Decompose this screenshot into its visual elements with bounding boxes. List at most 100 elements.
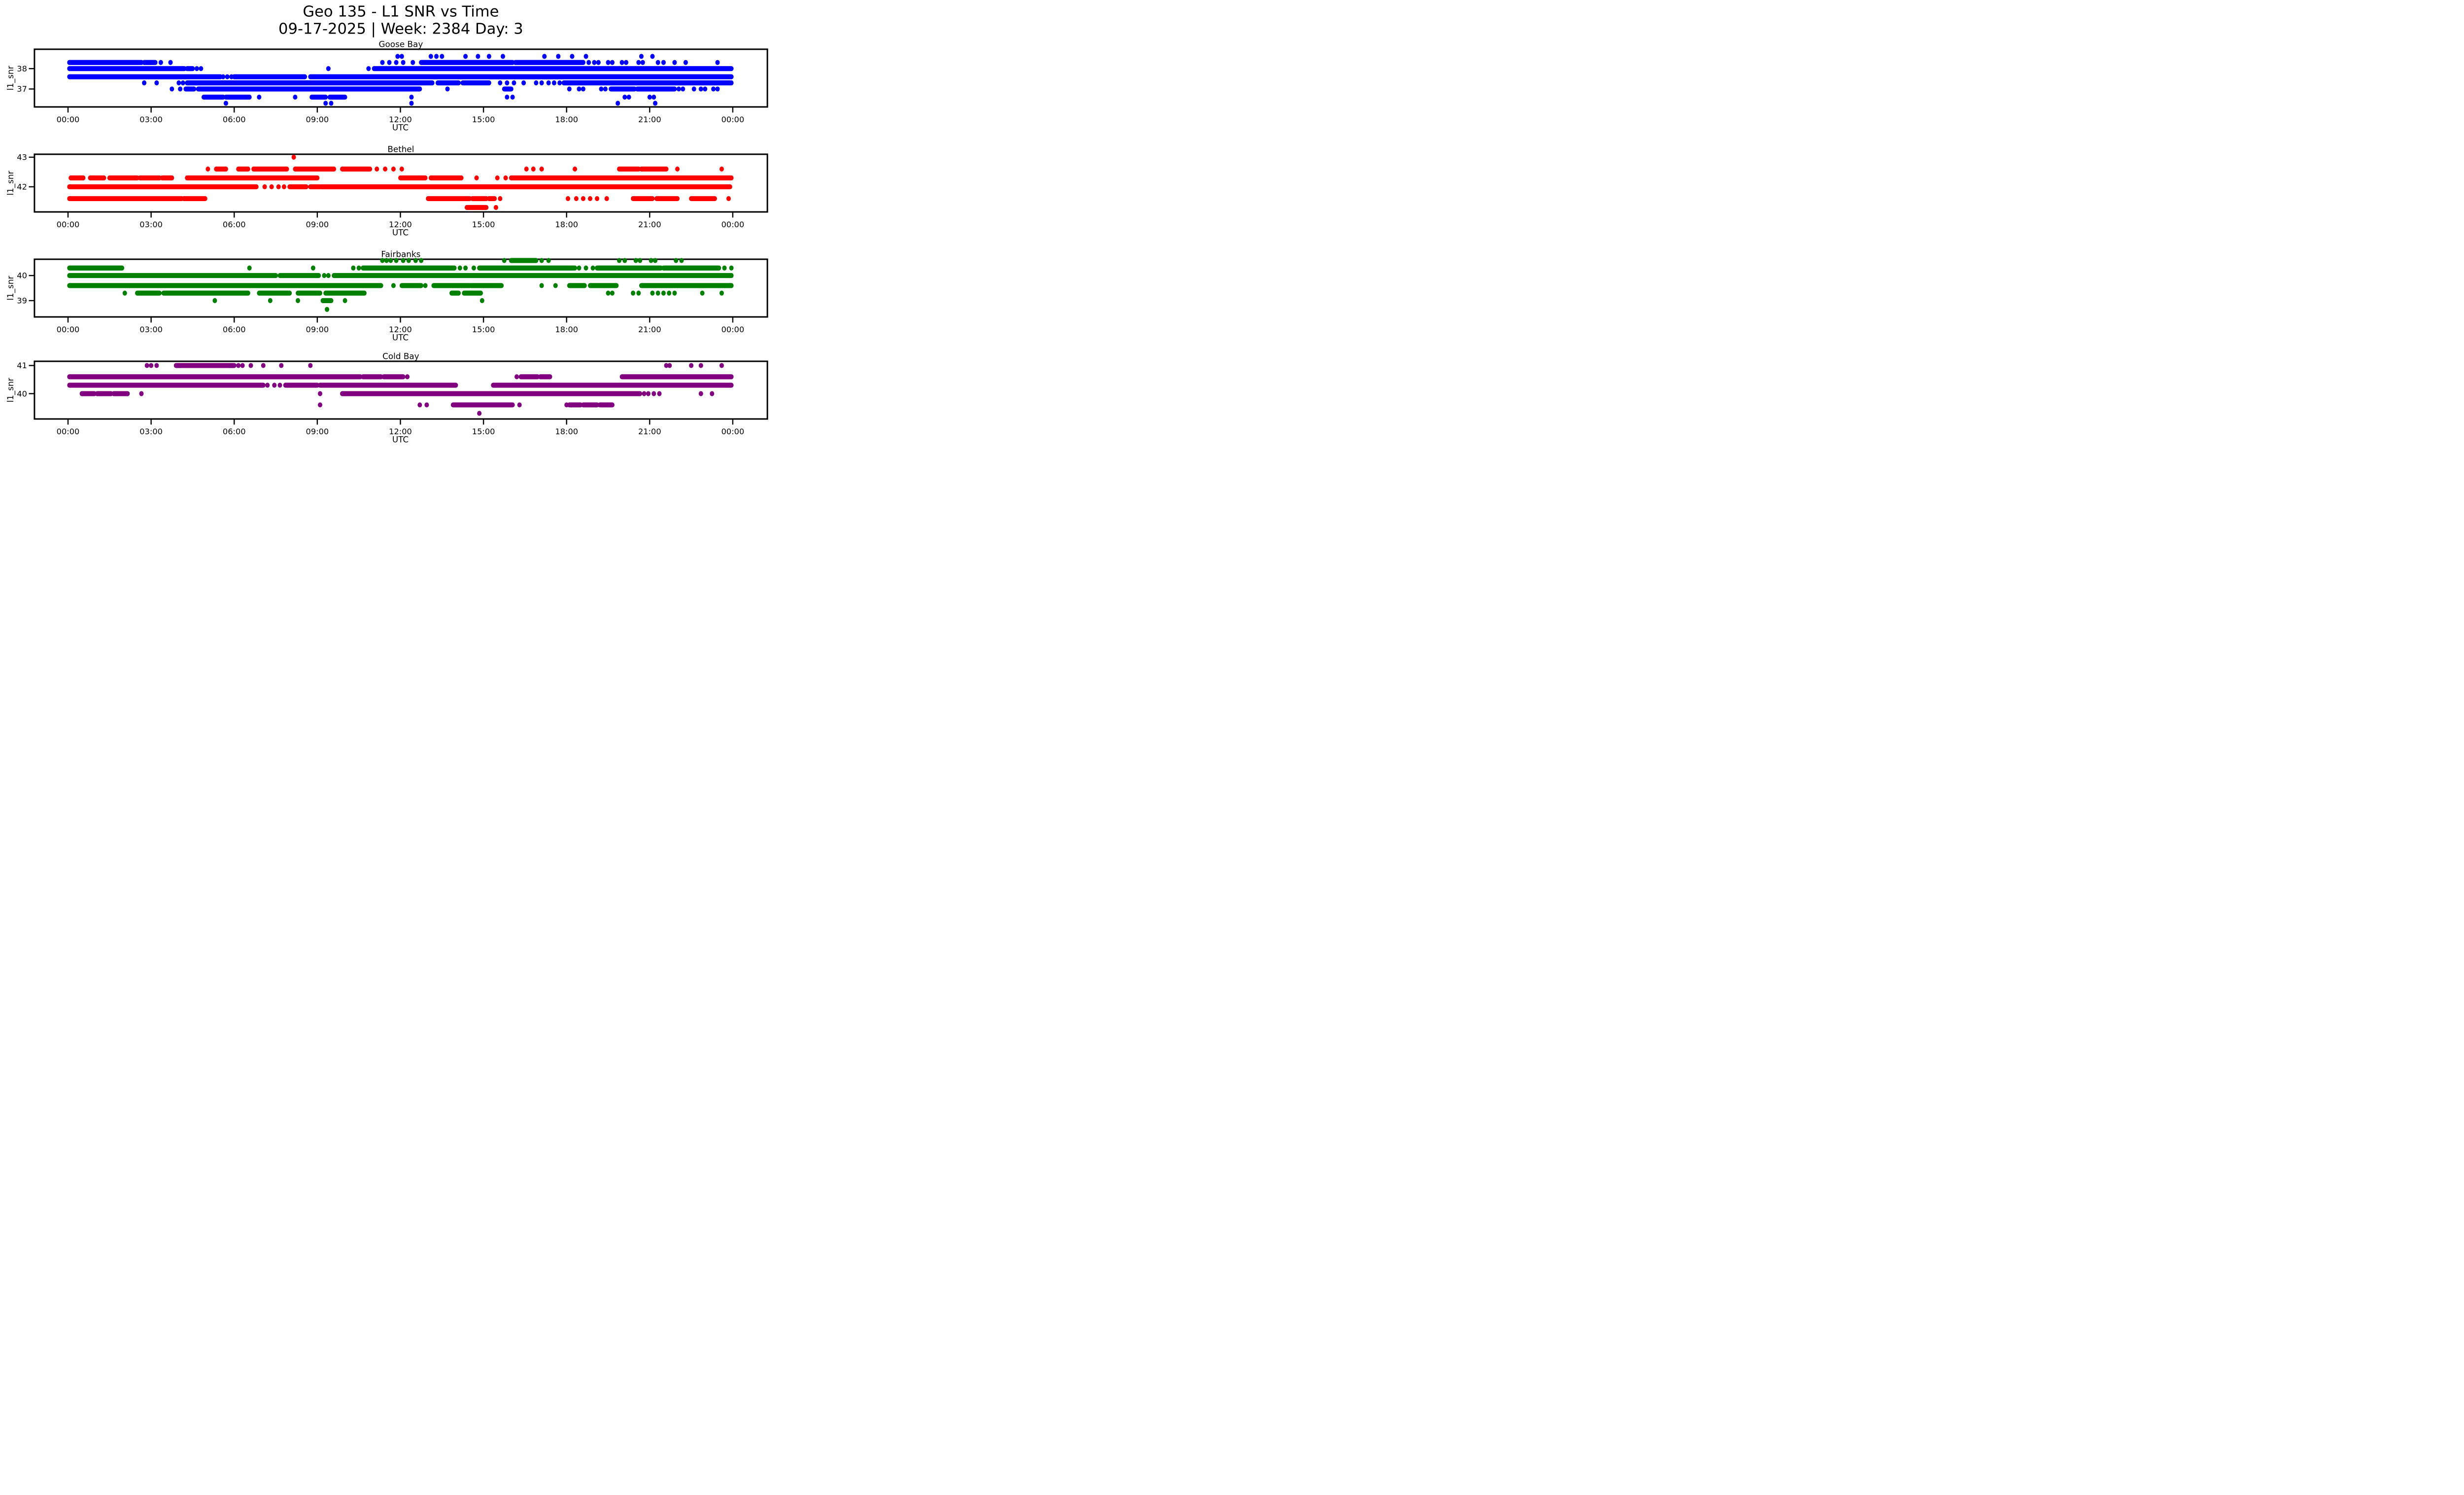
x-axis-label: UTC [392,227,409,237]
data-point [503,175,508,181]
data-point [257,94,262,100]
data-point [661,60,666,65]
figure-title-line1: Geo 135 - L1 SNR vs Time [303,3,499,21]
data-point [617,258,622,263]
data-point [296,298,301,304]
data-point [650,54,655,59]
data-point [553,283,558,288]
data-point [308,363,313,368]
data-point [411,60,415,65]
data-run [79,391,97,396]
data-point [639,54,644,59]
data-point [667,363,672,368]
data-point [539,80,544,86]
data-run [308,184,322,190]
figure-title-line2: 09-17-2025 | Week: 2384 Day: 3 [278,20,523,37]
data-point [317,391,322,396]
data-point [154,80,159,86]
data-run [309,94,328,100]
data-point [689,363,694,368]
data-run [201,94,226,100]
data-run [67,184,259,190]
x-tick-label: 18:00 [555,115,578,124]
data-run [257,290,292,296]
y-axis-label: l1_snr [5,171,16,195]
data-point [205,166,210,172]
data-run [561,80,734,86]
x-tick-label: 15:00 [472,220,495,229]
data-point [248,363,253,368]
data-run [67,265,125,271]
data-run [428,175,464,181]
data-point [293,94,298,100]
data-run [283,382,320,388]
y-tick-label: 43 [17,153,27,162]
data-point [409,94,414,100]
data-point [604,196,609,202]
data-run [135,290,162,296]
data-point [493,205,498,210]
data-point [546,258,551,263]
data-point [387,60,392,65]
data-point [221,74,226,79]
data-run [161,290,250,296]
data-point [610,60,615,65]
x-axis-label: UTC [392,434,409,444]
data-point [586,60,591,65]
data-point [388,258,393,263]
data-point [539,166,544,172]
data-point [329,101,334,106]
data-point [653,101,658,106]
data-point [176,80,181,86]
data-point [564,402,569,408]
data-run [232,74,308,79]
data-run [567,402,583,408]
data-run [619,374,734,380]
x-tick-label: 09:00 [306,325,329,334]
x-tick-label: 03:00 [139,325,163,334]
data-point [566,196,571,202]
data-point [700,290,705,296]
data-run [236,166,250,172]
data-run [661,265,721,271]
data-run [67,283,383,288]
data-point [676,86,681,92]
x-tick-label: 06:00 [223,427,246,436]
data-point [672,290,677,296]
data-point [154,363,159,368]
data-point [457,265,462,271]
subplot-title: Fairbanks [381,249,420,259]
data-point [406,258,411,263]
data-run [361,374,383,380]
subplot-bethel: Bethel l1_snr UTC 43 42 00:00 03:00 06:00 09:… [5,144,768,237]
x-axis-label: UTC [392,122,409,132]
data-point [498,196,503,202]
data-point [317,402,322,408]
data-point [225,74,230,79]
data-point [512,80,516,86]
subplot-cold-bay: Cold Bay l1_snr UTC 41 40 00:00 03:00 06:00 0… [5,351,768,444]
data-run [597,402,615,408]
x-tick-label: 18:00 [555,220,578,229]
data-point [514,374,519,380]
data-point [268,298,273,304]
data-run [251,166,289,172]
data-point [375,166,379,172]
data-point [291,154,296,160]
y-tick-label: 41 [17,361,27,370]
data-point [434,54,439,59]
data-point [622,258,627,263]
x-tick-label: 21:00 [638,220,661,229]
data-point [424,402,429,408]
x-tick-label: 03:00 [139,427,163,436]
data-point [603,86,608,92]
subplot-title: Cold Bay [382,351,419,361]
data-point [463,265,468,271]
data-point [399,54,404,59]
data-point [667,290,672,296]
data-run [67,66,187,71]
data-point [498,80,503,86]
data-point [505,94,510,100]
data-run [287,184,308,190]
data-point [606,60,611,65]
